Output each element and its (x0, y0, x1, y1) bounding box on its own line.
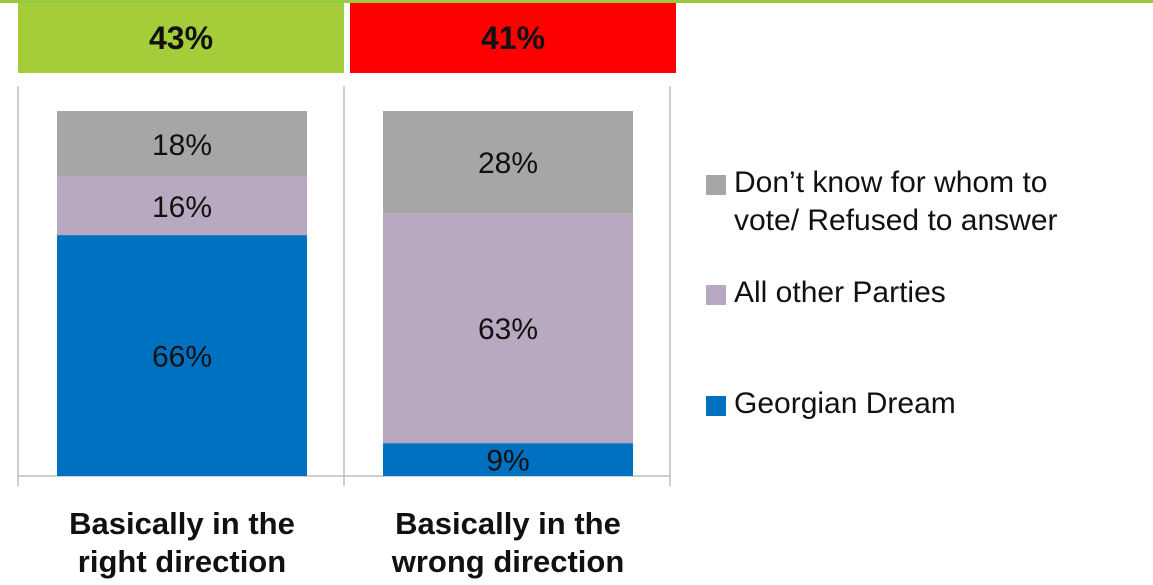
data-label-c0-s1: 16% (152, 191, 212, 224)
legend-swatch-icon (706, 175, 726, 195)
legend-label: Georgian Dream (734, 387, 956, 420)
legend-swatch-icon (706, 396, 726, 416)
data-label-c1-s1: 63% (478, 313, 538, 346)
legend-label: All other Parties (734, 276, 946, 309)
header-right-direction-share: 43% (18, 3, 344, 73)
top-rule (0, 0, 1153, 3)
data-label-c0-s0: 66% (152, 341, 212, 374)
header-wrong-direction-share: 41% (350, 3, 676, 73)
bar-segment-c0-s0 (57, 235, 307, 476)
bar-segment-c1-s1 (383, 213, 633, 444)
category-label-right-direction: Basically in the right direction (69, 506, 295, 579)
legend-swatch-icon (706, 285, 726, 305)
category-label-wrong-direction: Basically in the wrong direction (391, 506, 625, 579)
legend-label: Don’t know for whom to vote/ Refused to … (734, 166, 1058, 237)
data-label-c1-s0: 9% (486, 445, 529, 478)
bar-segment-c1-s0 (383, 443, 633, 476)
data-label-c0-s2: 18% (152, 129, 212, 162)
bar-segment-c1-s2 (383, 111, 633, 214)
bar-segment-c0-s2 (57, 111, 307, 177)
legend-item-other-parties: All other Parties (706, 274, 946, 312)
legend-item-georgian-dream: Georgian Dream (706, 385, 956, 423)
legend-item-dont-know: Don’t know for whom to vote/ Refused to … (706, 164, 1058, 240)
bar-segment-c0-s1 (57, 176, 307, 236)
data-label-c1-s2: 28% (478, 147, 538, 180)
